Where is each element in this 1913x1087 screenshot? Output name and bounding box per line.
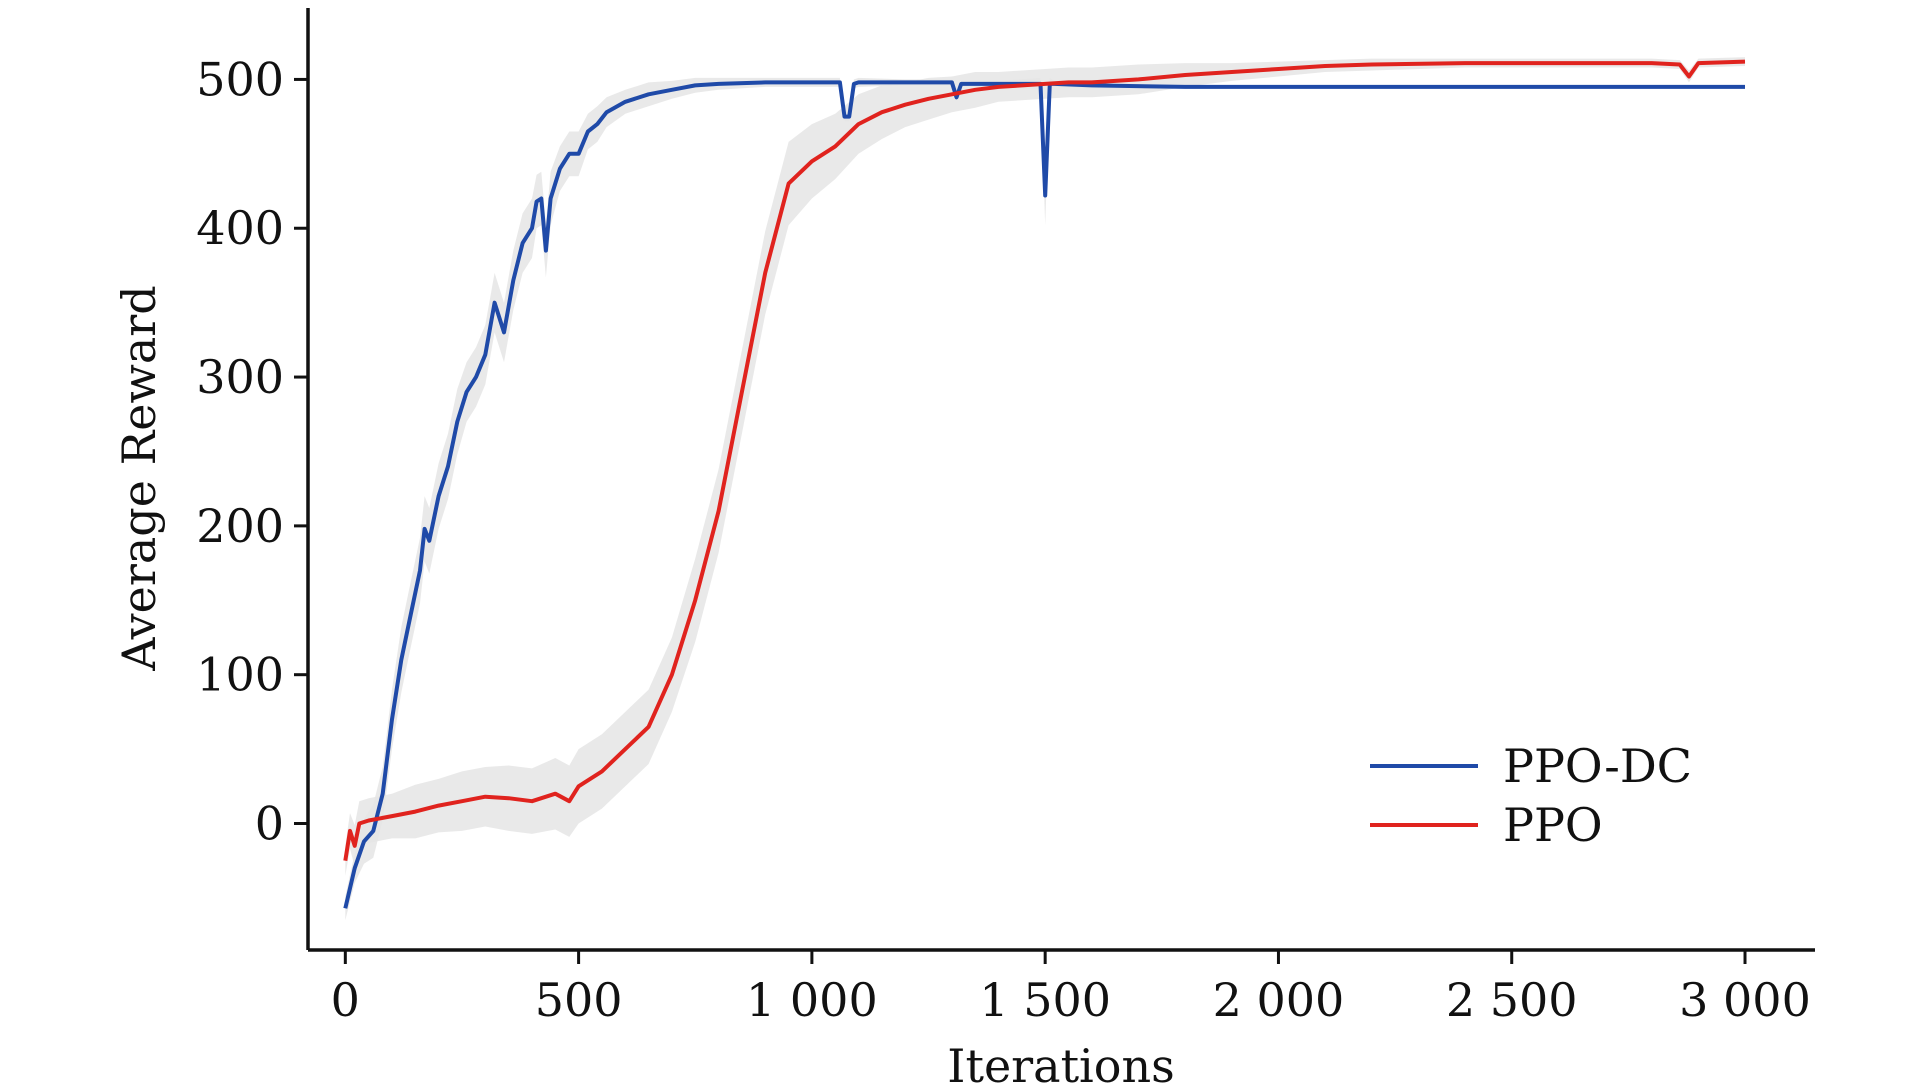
legend: PPO-DC PPO <box>1370 739 1692 852</box>
series-line-ppo-dc <box>343 80 1745 909</box>
x-tick-label: 3 000 <box>1679 973 1811 1027</box>
series-lines <box>343 59 1746 909</box>
x-axis-title: Iterations <box>947 1039 1174 1087</box>
y-tick-label: 300 <box>196 350 284 404</box>
x-ticks: 0 500 1 000 1 500 2 000 2 500 3 000 <box>331 950 1811 1027</box>
legend-label-ppo: PPO <box>1503 798 1603 852</box>
band-ppo <box>345 57 1745 876</box>
series-line-ppo <box>343 59 1746 862</box>
y-tick-label: 200 <box>196 499 284 553</box>
x-tick-label: 500 <box>535 973 623 1027</box>
legend-label-ppo-dc: PPO-DC <box>1503 739 1692 793</box>
x-tick-label: 0 <box>331 973 360 1027</box>
y-tick-label: 400 <box>196 201 284 255</box>
y-axis-title: Average Reward <box>112 285 166 671</box>
y-ticks: 0 100 200 300 400 500 <box>196 52 308 851</box>
x-tick-label: 1 500 <box>979 973 1111 1027</box>
x-tick-label: 1 000 <box>746 973 878 1027</box>
y-tick-label: 100 <box>196 648 284 702</box>
x-tick-label: 2 500 <box>1446 973 1578 1027</box>
confidence-bands <box>345 57 1745 921</box>
x-tick-label: 2 000 <box>1213 973 1345 1027</box>
y-tick-label: 0 <box>255 797 284 851</box>
y-tick-label: 500 <box>196 52 284 106</box>
